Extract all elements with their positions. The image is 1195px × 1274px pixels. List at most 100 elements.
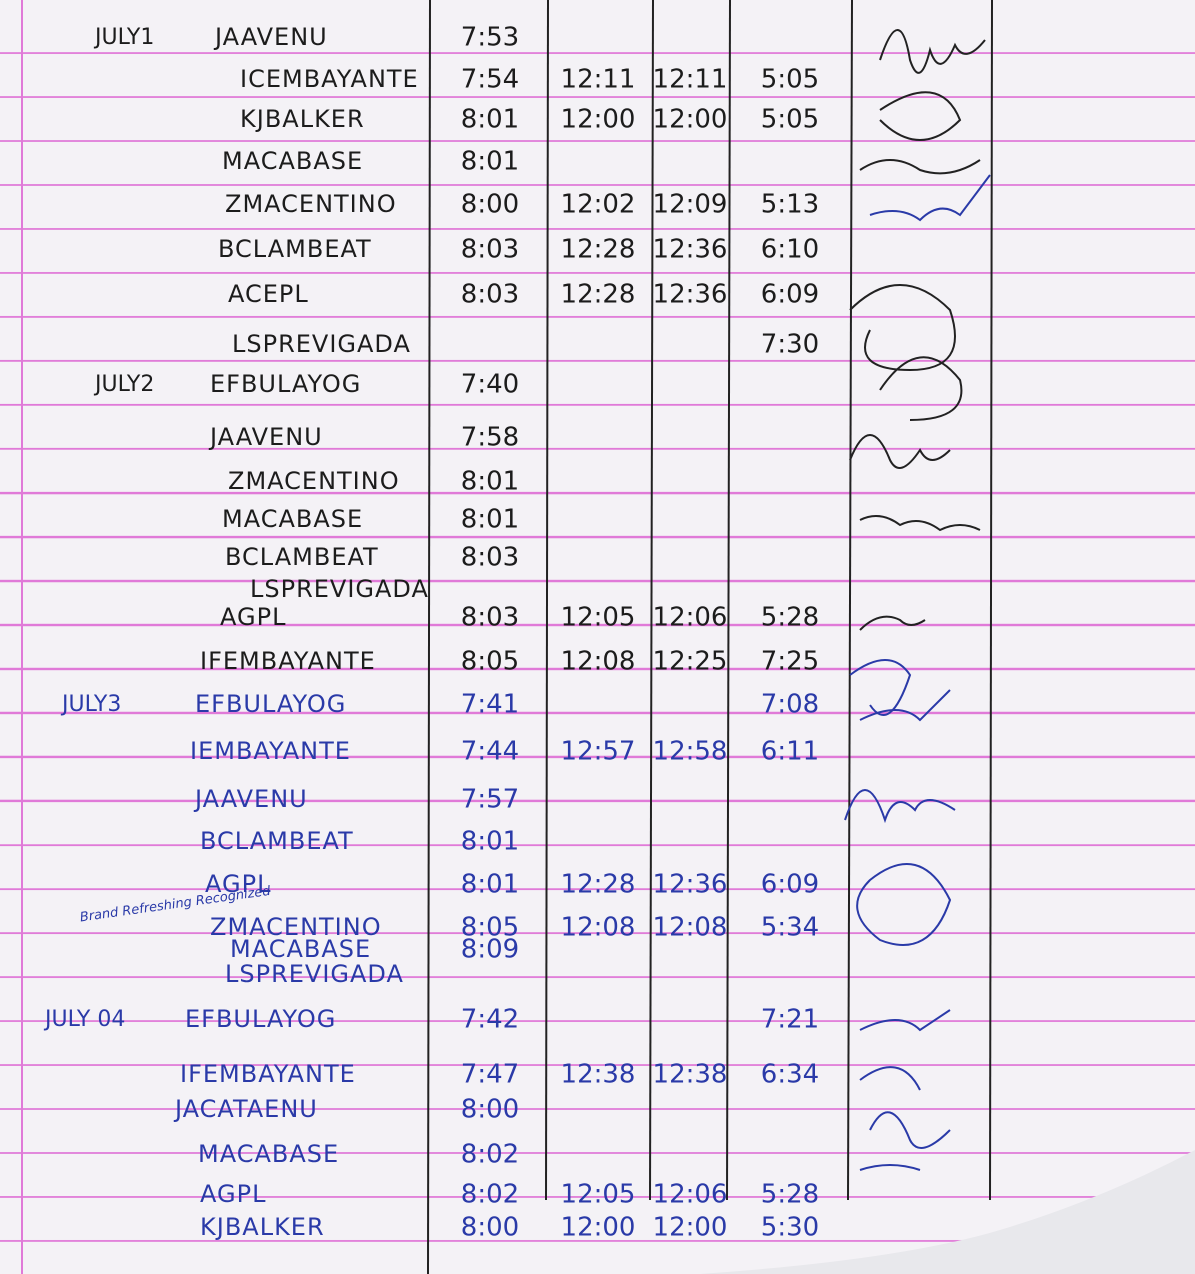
name: EFBULAYOG (185, 1005, 336, 1033)
time: 8:02 (461, 1180, 519, 1210)
name: KJBALKER (240, 105, 365, 133)
name: ZMACENTINO (225, 190, 397, 218)
time: 12:08 (653, 913, 728, 943)
time: 6:10 (761, 235, 819, 265)
time: 5:30 (761, 1213, 819, 1243)
name: ACEPL (228, 280, 309, 308)
time: 6:11 (761, 737, 819, 767)
name: LSPREVIGADA (225, 960, 404, 988)
time: 5:13 (761, 190, 819, 220)
time: 12:25 (653, 647, 728, 677)
time: 12:00 (653, 1213, 728, 1243)
name: ZMACENTINO (210, 913, 382, 941)
name: LSPREVIGADA (232, 330, 411, 358)
time: 8:05 (461, 647, 519, 677)
time: 8:01 (461, 467, 519, 497)
time: 6:09 (761, 870, 819, 900)
page-curl (0, 1150, 1195, 1274)
time: 7:42 (461, 1005, 519, 1035)
time: 8:09 (461, 935, 519, 965)
time: 7:53 (461, 23, 519, 53)
time: 7:47 (461, 1060, 519, 1090)
time: 12:36 (653, 280, 728, 310)
time: 5:05 (761, 65, 819, 95)
time: 12:00 (653, 105, 728, 135)
time: 8:05 (461, 913, 519, 943)
name: MACABASE (198, 1140, 339, 1168)
date: JULY1 (93, 25, 154, 50)
time: 12:36 (653, 235, 728, 265)
name: ZMACENTINO (228, 467, 400, 495)
name: MACABASE (222, 505, 363, 533)
name: MACABASE (222, 147, 363, 175)
time: 7:54 (461, 65, 519, 95)
time: 8:03 (461, 235, 519, 265)
time: 7:25 (761, 647, 819, 677)
name: BCLAMBEAT (225, 543, 379, 571)
time: 8:01 (461, 505, 519, 535)
name: AGPL (220, 603, 286, 631)
name: BCLAMBEAT (200, 827, 354, 855)
time: 12:36 (653, 870, 728, 900)
time: 12:11 (653, 65, 728, 95)
time: 12:11 (561, 65, 636, 95)
name: JAAVENU (213, 23, 328, 51)
name: EFBULAYOG (195, 690, 346, 718)
time: 8:01 (461, 147, 519, 177)
time: 7:41 (461, 690, 519, 720)
name: JACATAENU (173, 1095, 318, 1123)
name: LSPREVIGADA (250, 575, 429, 603)
time: 8:01 (461, 827, 519, 857)
date: JULY3 (60, 692, 121, 717)
time: 12:28 (561, 235, 636, 265)
time: 7:21 (761, 1005, 819, 1035)
time: 8:02 (461, 1140, 519, 1170)
name: AGPL (200, 1180, 266, 1208)
time: 12:02 (561, 190, 636, 220)
name: EFBULAYOG (210, 370, 361, 398)
time: 12:00 (561, 105, 636, 135)
time: 6:34 (761, 1060, 819, 1090)
name: KJBALKER (200, 1213, 325, 1241)
time: 12:09 (653, 190, 728, 220)
time: 12:06 (653, 1180, 728, 1210)
time: 8:01 (461, 105, 519, 135)
time: 12:05 (561, 1180, 636, 1210)
time: 8:03 (461, 280, 519, 310)
time: 7:08 (761, 690, 819, 720)
time: 8:00 (461, 1213, 519, 1243)
time: 12:00 (561, 1213, 636, 1243)
time: 12:28 (561, 280, 636, 310)
time: 12:57 (561, 737, 636, 767)
name: IFEMBAYANTE (200, 647, 376, 675)
column-rules (427, 0, 993, 1274)
time: 8:00 (461, 1095, 519, 1125)
time: 12:05 (561, 603, 636, 633)
name: IEMBAYANTE (190, 737, 351, 765)
name: BCLAMBEAT (218, 235, 372, 263)
time: 12:58 (653, 737, 728, 767)
time: 12:08 (561, 647, 636, 677)
time: 8:03 (461, 603, 519, 633)
name: MACABASE (230, 935, 371, 963)
date: JULY2 (93, 372, 154, 397)
time: 7:40 (461, 370, 519, 400)
time: 5:28 (761, 1180, 819, 1210)
time: 7:58 (461, 423, 519, 453)
time: 7:44 (461, 737, 519, 767)
name: JAAVENU (208, 423, 323, 451)
time: 7:30 (761, 330, 819, 360)
time: 8:01 (461, 870, 519, 900)
name: ICEMBAYANTE (240, 65, 419, 93)
time: 8:00 (461, 190, 519, 220)
time: 12:28 (561, 870, 636, 900)
signatures (844, 29, 991, 1171)
time: 12:06 (653, 603, 728, 633)
date: JULY 04 (43, 1007, 125, 1032)
time: 7:57 (461, 785, 519, 815)
time: 5:34 (761, 913, 819, 943)
time: 5:05 (761, 105, 819, 135)
time: 5:28 (761, 603, 819, 633)
